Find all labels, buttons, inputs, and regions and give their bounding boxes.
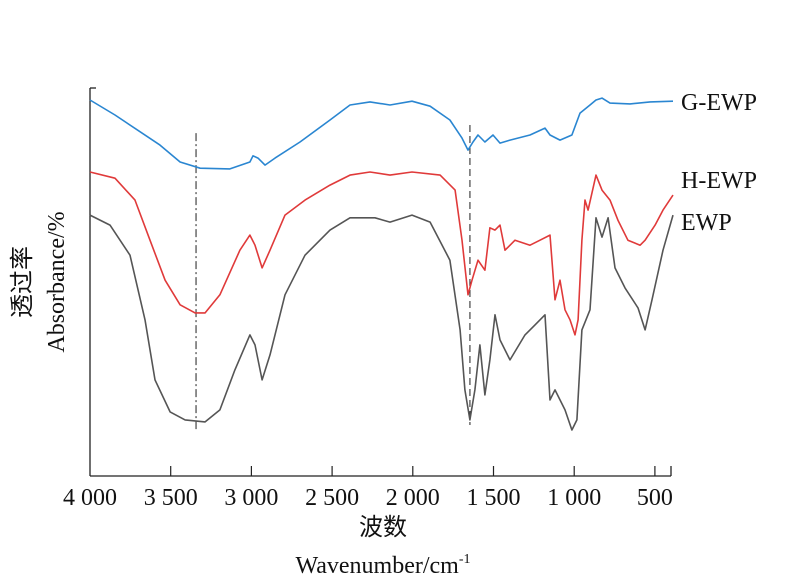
axes — [89, 87, 672, 477]
x-tick-label: 1 000 — [547, 485, 601, 511]
x-tick-label: 3 000 — [224, 485, 278, 511]
series-line-h-ewp — [89, 171, 674, 336]
series-label-h-ewp: H-EWP — [681, 168, 757, 194]
x-tick-label: 1 500 — [467, 485, 521, 511]
x-tick-label: 500 — [637, 485, 673, 511]
y-axis-label: Absorbance/% — [44, 211, 70, 352]
x-axis-label-cn: 波数 — [359, 514, 407, 541]
y-axis-label-cn: 透过率 — [9, 246, 36, 318]
x-axis-label: Wavenumber/cm-1 — [295, 552, 470, 579]
x-tick-label: 2 500 — [305, 485, 359, 511]
x-tick-label: 3 500 — [144, 485, 198, 511]
series-line-ewp — [89, 214, 674, 431]
x-tick-label: 4 000 — [63, 485, 117, 511]
x-axis-label-superscript: -1 — [459, 552, 471, 567]
series-label-g-ewp: G-EWP — [681, 90, 757, 116]
series-line-g-ewp — [89, 97, 674, 170]
x-axis-label-text: Wavenumber/cm — [295, 553, 459, 579]
x-tick-label: 2 000 — [386, 485, 440, 511]
series-label-ewp: EWP — [681, 210, 732, 236]
